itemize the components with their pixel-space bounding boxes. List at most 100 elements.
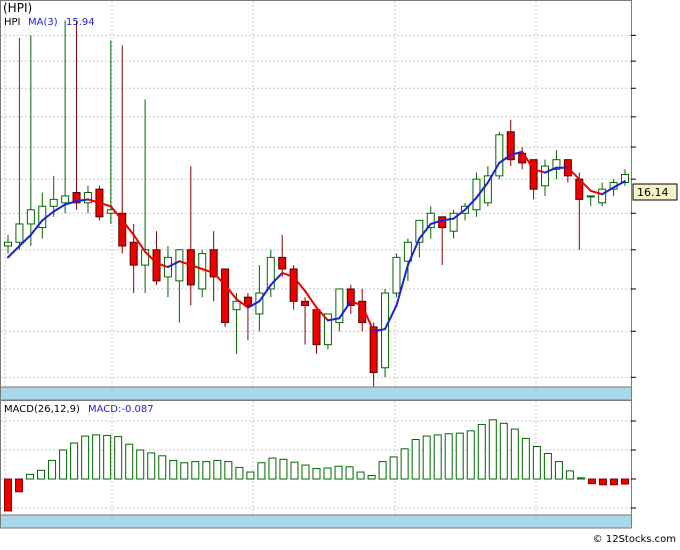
macd-bar <box>37 469 46 480</box>
macd-y-axis <box>631 420 636 509</box>
macd-bar <box>532 446 541 480</box>
price-chart: HPI MA(3) 15.94 16.14 <box>0 0 678 401</box>
candle-body <box>438 216 447 229</box>
candle-body <box>449 212 458 232</box>
price-badge-box <box>632 183 678 201</box>
candle-body <box>598 188 607 204</box>
candle-body <box>346 288 355 306</box>
candle-body <box>426 212 435 229</box>
ma-segment <box>578 178 592 192</box>
ma-segment <box>212 271 227 286</box>
ma-segment <box>235 298 249 309</box>
candle-body <box>266 256 275 290</box>
ma-segment <box>166 260 181 269</box>
candle-body <box>175 249 184 282</box>
ma-segment <box>326 317 341 322</box>
macd-bar <box>543 452 552 480</box>
candle-body <box>209 249 218 278</box>
ma-segment <box>201 267 215 274</box>
candle-body <box>26 209 35 225</box>
candle-body <box>621 174 629 183</box>
ma-segment <box>418 222 432 240</box>
ma-segment <box>98 201 112 208</box>
macd-bar <box>466 430 475 480</box>
ma-segment <box>384 304 398 331</box>
macd-bar <box>554 461 563 480</box>
macd-legend-value: MACD:-0.087 <box>88 404 154 415</box>
candle-body <box>541 165 550 187</box>
ma-line <box>7 150 626 333</box>
ma-segment <box>349 300 364 307</box>
candle-body <box>403 241 412 262</box>
candle-body <box>186 249 195 286</box>
candle-body <box>15 223 24 243</box>
macd-bar <box>257 462 266 480</box>
candle-body <box>369 326 378 374</box>
ma-segment <box>338 300 352 320</box>
macd-bar <box>400 448 409 480</box>
macd-bar <box>477 423 486 480</box>
ticker-title: (HPI) <box>3 1 33 15</box>
ma-segment <box>41 210 55 222</box>
ma-segment <box>509 150 524 156</box>
macd-bar <box>510 428 519 480</box>
macd-bar <box>565 470 574 480</box>
macd-bars <box>4 419 629 512</box>
candle-body <box>552 159 561 170</box>
macd-bar <box>246 471 255 480</box>
macd-bar <box>169 459 178 480</box>
macd-bar <box>521 437 530 480</box>
candle-body <box>301 300 310 306</box>
macd-x-axis-band <box>0 514 632 529</box>
ma-segment <box>441 217 455 222</box>
candle-body <box>312 309 321 346</box>
macd-bar <box>455 432 464 480</box>
main-legend-symbol: HPI <box>4 17 21 28</box>
macd-bar <box>621 478 629 485</box>
macd-bar <box>312 468 321 480</box>
candle-body <box>198 253 207 290</box>
candle-body <box>483 175 492 204</box>
price-badge: 16.14 <box>637 186 669 199</box>
macd-bar <box>125 443 134 480</box>
macd-bar <box>422 435 431 480</box>
ma-segment <box>475 181 489 199</box>
macd-bar <box>15 478 24 493</box>
ma-segment <box>281 271 295 278</box>
ma-segment <box>224 283 238 301</box>
ma-segment <box>64 200 78 206</box>
ma-segment <box>521 150 535 171</box>
candle-body <box>118 212 127 247</box>
macd-bar <box>587 478 596 485</box>
candle-body <box>221 268 230 324</box>
candle-body <box>49 198 58 207</box>
ma-segment <box>178 260 192 267</box>
candle-body <box>72 192 81 204</box>
candle-body <box>61 195 70 204</box>
ma-segment <box>601 186 615 196</box>
candle-body <box>323 313 332 346</box>
macd-bar <box>356 471 365 480</box>
macd-bar <box>92 434 101 480</box>
ma-segment <box>258 283 272 303</box>
ma-segment <box>532 168 547 174</box>
candle-body <box>506 131 515 161</box>
macd-bar <box>114 436 123 480</box>
macd-bar <box>235 466 244 480</box>
main-legend-ma-label: MA(3) <box>28 17 58 28</box>
candle-body <box>335 288 344 324</box>
macd-bar <box>598 478 607 486</box>
candle-body <box>232 300 241 311</box>
ma-segment <box>189 264 204 270</box>
ma-segment <box>75 198 89 203</box>
ma-segment <box>86 198 101 204</box>
price-y-axis <box>631 34 636 378</box>
candle-body <box>129 241 138 266</box>
ma-segment <box>361 304 375 333</box>
ma-segment <box>52 203 67 213</box>
macd-bar <box>488 419 497 480</box>
macd-bar <box>367 475 376 480</box>
macd-bar <box>4 478 12 512</box>
candle-body <box>83 192 92 204</box>
ma-segment <box>429 219 444 225</box>
